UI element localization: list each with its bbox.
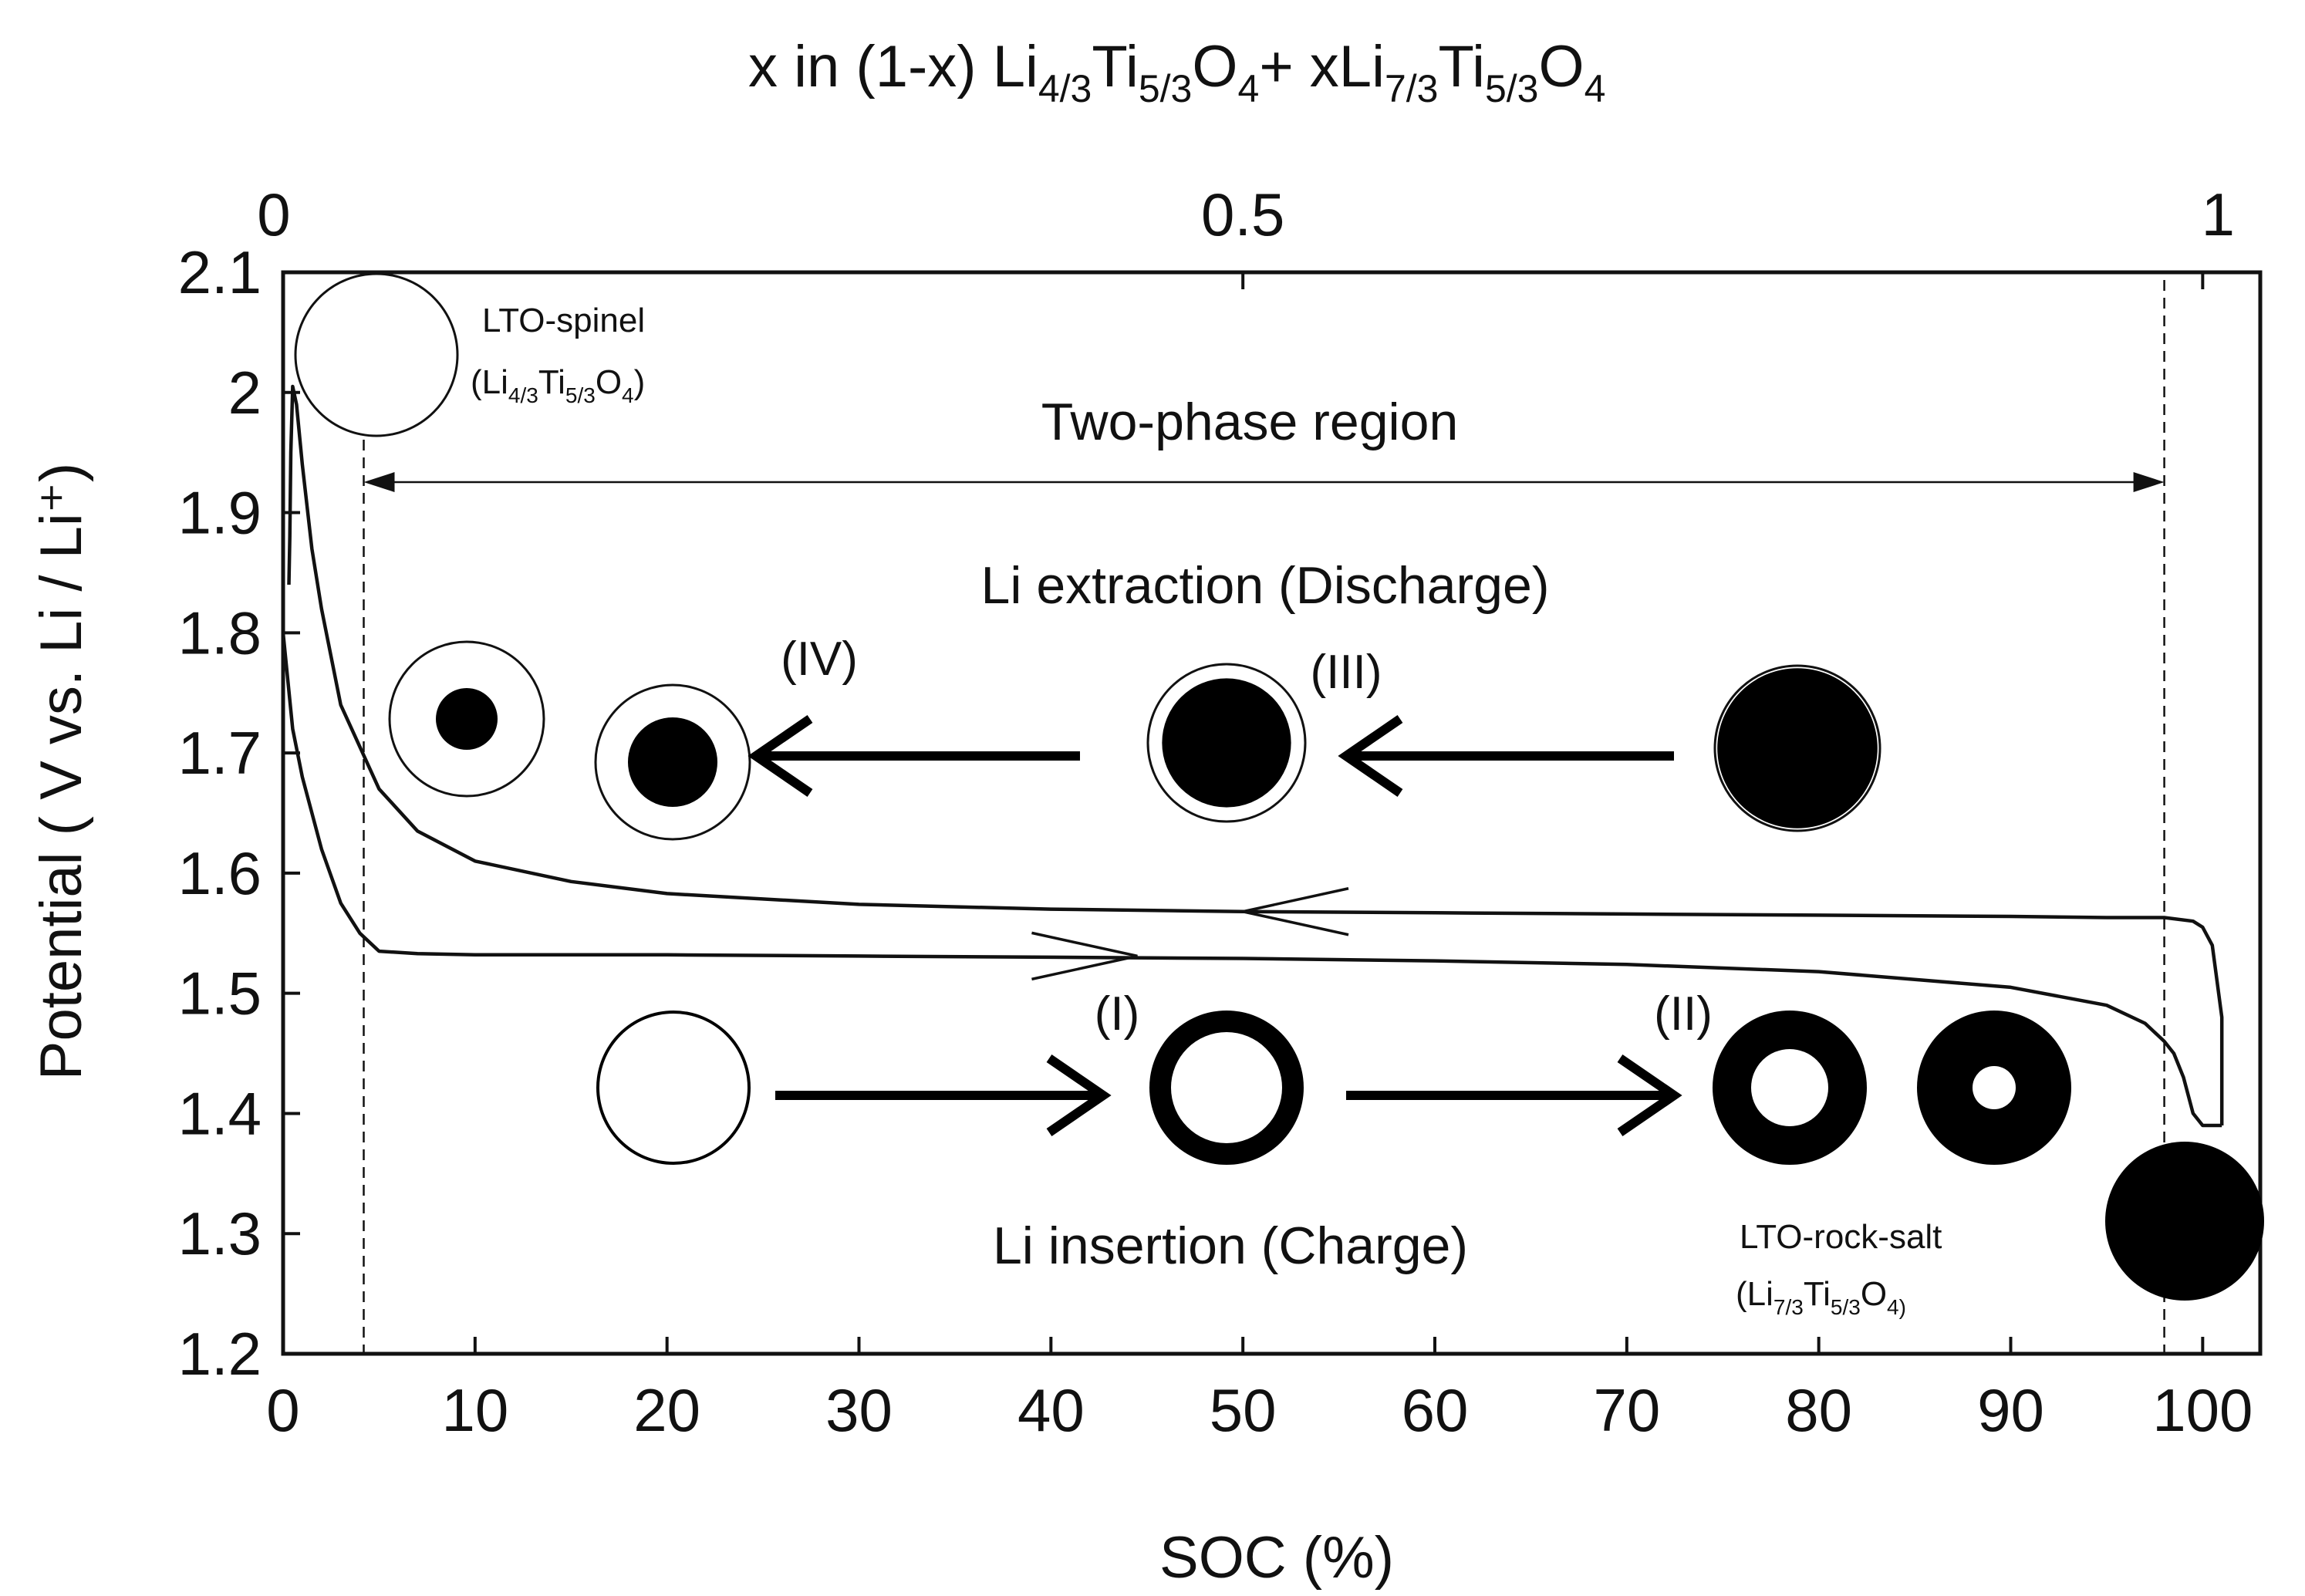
x-tick-label: 90	[1977, 1376, 2044, 1444]
spinel-name-label: LTO-spinel	[482, 302, 645, 339]
rocksalt-name-label: LTO-rock-salt	[1740, 1218, 1942, 1256]
charge-particle-core	[1973, 1066, 2016, 1109]
y-tick-label: 1.9	[178, 479, 262, 547]
stage-label-iii: (III)	[1311, 646, 1382, 699]
series-layer	[281, 384, 2224, 1128]
two-phase-arrowhead-right	[2133, 472, 2165, 492]
spinel-formula-label: (Li4/3Ti5/3O4)	[471, 363, 645, 407]
x-tick-label: 100	[2152, 1376, 2253, 1444]
discharge-arrow-head	[748, 715, 813, 797]
charge-curve	[281, 633, 2222, 1128]
y-tick-label: 2.1	[178, 238, 262, 306]
y-tick-label: 1.4	[178, 1079, 262, 1147]
two-phase-arrowhead-left	[363, 472, 395, 492]
x-axis-title: SOC (%)	[1159, 1525, 1394, 1591]
discharge-particle-core	[436, 688, 498, 750]
y-axis-title: Potential ( V vs. Li / Li⁺)	[29, 463, 94, 1080]
y-tick-label: 1.5	[178, 960, 262, 1027]
y-tick-label: 1.2	[178, 1320, 262, 1388]
top-axis-title: x in (1-x) Li4/3Ti5/3O4+ xLi7/3Ti5/3O4	[748, 34, 1605, 110]
extraction-label: Li extraction (Discharge)	[981, 556, 1550, 615]
y-tick-label: 1.7	[178, 719, 262, 787]
stage-label-i: (I)	[1095, 987, 1140, 1041]
charge-particle-core	[1751, 1049, 1828, 1126]
charge-arrow-head	[1046, 1054, 1112, 1136]
top-tick-label: 0.5	[1201, 181, 1284, 248]
stage-label-ii: (II)	[1654, 987, 1713, 1041]
x-axis: 0 10 20 30 40 50 60 70 80 90 100	[266, 1337, 2253, 1444]
two-phase-label: Two-phase region	[1041, 393, 1459, 451]
x-tick-label: 0	[266, 1376, 299, 1444]
charge-arrow-head	[1617, 1054, 1682, 1136]
rocksalt-formula-label: (Li7/3Ti5/3O4)	[1736, 1275, 1906, 1319]
discharge-curve	[287, 384, 2224, 1125]
discharge-arrow-head	[1338, 715, 1403, 797]
plot-frame	[281, 270, 2263, 1356]
spinel-particle	[294, 272, 459, 437]
y-tick-label: 1.3	[178, 1200, 262, 1267]
discharge-particle-core	[1717, 668, 1878, 828]
stage-label-iv: (IV)	[781, 633, 858, 686]
x-tick-label: 80	[1785, 1376, 1852, 1444]
charge-particle-core	[599, 1014, 748, 1162]
x-tick-label: 60	[1402, 1376, 1469, 1444]
rocksalt-particle	[2105, 1142, 2264, 1301]
schematic-layer	[294, 272, 2264, 1301]
x-tick-label: 10	[441, 1376, 508, 1444]
top-tick-label: 1	[2202, 181, 2235, 248]
charge-direction-arrow	[1031, 931, 1138, 981]
y-axis: 1.2 1.3 1.4 1.5 1.6 1.7 1.8 1.9 2 2.1	[178, 238, 300, 1388]
y-tick-label: 1.6	[178, 839, 262, 907]
charge-particle-core	[1171, 1032, 1282, 1143]
x-tick-label: 30	[825, 1376, 893, 1444]
discharge-direction-arrow	[1242, 887, 1349, 936]
x-tick-label: 50	[1210, 1376, 1277, 1444]
discharge-particle-core	[628, 717, 717, 807]
y-tick-label: 2	[228, 359, 262, 427]
top-axis: 0 0.5 1	[257, 181, 2235, 289]
discharge-particle-core	[1162, 678, 1291, 808]
insertion-label: Li insertion (Charge)	[993, 1216, 1468, 1275]
x-tick-label: 70	[1593, 1376, 1660, 1444]
x-tick-label: 40	[1018, 1376, 1085, 1444]
x-tick-label: 20	[633, 1376, 700, 1444]
top-tick-label: 0	[257, 181, 290, 248]
y-tick-label: 1.8	[178, 599, 262, 666]
